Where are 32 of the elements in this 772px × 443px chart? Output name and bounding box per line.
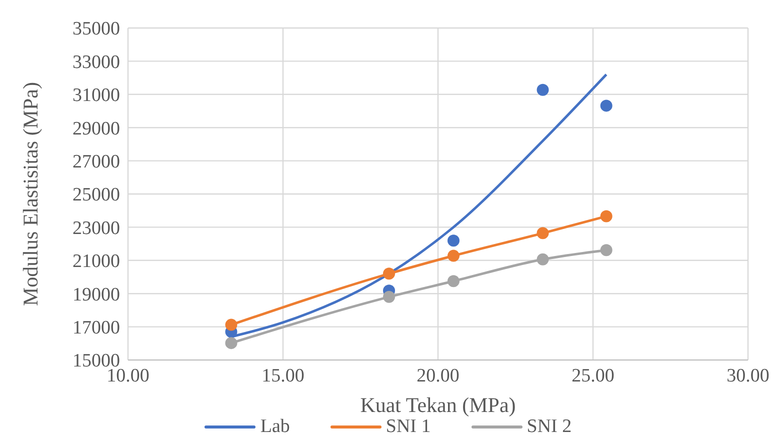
point xyxy=(448,234,460,247)
point xyxy=(600,244,612,256)
y-tick-label: 29000 xyxy=(72,118,120,140)
x-axis-title: Kuat Tekan (MPa) xyxy=(360,393,516,417)
point xyxy=(383,290,396,303)
point xyxy=(448,275,460,288)
point xyxy=(600,210,612,222)
legend-label: SNI 2 xyxy=(526,416,572,438)
point xyxy=(383,268,396,280)
legend-label: Lab xyxy=(260,416,290,438)
y-tick-label: 17000 xyxy=(72,318,120,339)
y-tick-label: 31000 xyxy=(72,85,120,106)
point xyxy=(225,318,238,331)
x-tick-label: 20.00 xyxy=(416,365,460,386)
point xyxy=(448,250,460,262)
y-tick-label: 21000 xyxy=(72,251,120,272)
y-tick-label: 33000 xyxy=(72,52,120,73)
x-tick-label: 15.00 xyxy=(262,365,304,386)
point xyxy=(536,227,549,240)
point xyxy=(536,84,549,96)
y-axis-title: Modulus Elastisitas (MPa) xyxy=(18,82,42,306)
x-tick-label: 25.00 xyxy=(572,365,614,386)
y-tick-label: 35000 xyxy=(72,18,120,40)
y-tick-label: 19000 xyxy=(72,284,120,306)
point xyxy=(536,253,549,266)
y-tick-label: 25000 xyxy=(72,184,120,206)
point xyxy=(225,337,238,350)
y-tick-label: 23000 xyxy=(72,218,120,239)
point xyxy=(600,100,612,112)
legend-label: SNI 1 xyxy=(386,416,431,438)
y-tick-label: 27000 xyxy=(72,152,120,173)
x-tick-label: 30.00 xyxy=(726,365,770,386)
